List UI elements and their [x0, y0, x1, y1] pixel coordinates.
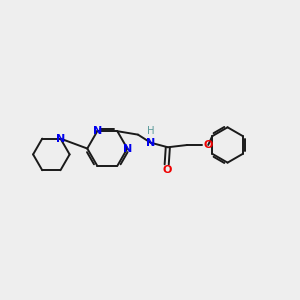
Text: N: N [93, 126, 102, 136]
Text: O: O [204, 140, 213, 150]
Text: H: H [148, 127, 155, 136]
Text: N: N [56, 134, 65, 144]
Text: N: N [146, 138, 155, 148]
Text: N: N [123, 143, 132, 154]
Text: O: O [162, 165, 171, 175]
